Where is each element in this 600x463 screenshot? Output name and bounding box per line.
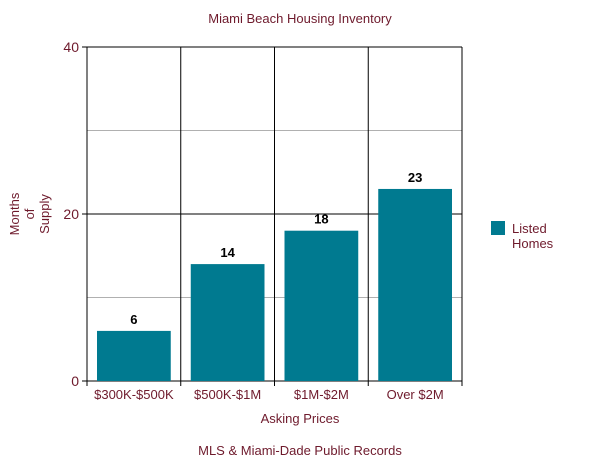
- bar: [190, 264, 265, 381]
- x-tick-label: Over $2M: [387, 387, 444, 402]
- chart-source: MLS & Miami-Dade Public Records: [198, 443, 402, 458]
- bar: [97, 330, 171, 381]
- x-tick-label: $500K-$1M: [194, 387, 261, 402]
- legend-swatch: [491, 221, 505, 235]
- data-label: 23: [408, 170, 422, 185]
- x-axis-label: Asking Prices: [261, 411, 340, 426]
- data-label: 14: [220, 245, 235, 260]
- y-tick-label: 20: [63, 206, 79, 222]
- y-tick-label: 0: [71, 373, 79, 389]
- bar: [284, 230, 359, 381]
- data-label: 6: [130, 312, 137, 327]
- data-label: 18: [314, 212, 328, 227]
- y-axis-label-line: of: [22, 208, 37, 219]
- legend: Listed Homes: [491, 221, 554, 251]
- legend-label: Listed: [512, 221, 547, 236]
- bar: [378, 188, 452, 381]
- x-tick-label: $300K-$500K: [94, 387, 174, 402]
- chart-title: Miami Beach Housing Inventory: [208, 11, 392, 26]
- y-axis-label-line: Supply: [37, 194, 52, 234]
- y-axis-label: Months of Supply: [7, 192, 52, 235]
- x-tick-label: $1M-$2M: [294, 387, 349, 402]
- bars: 6 14 18 23: [97, 170, 452, 381]
- y-axis-label-line: Months: [7, 192, 22, 235]
- y-tick-label: 40: [63, 39, 79, 55]
- axes: 0 20 40 $300K-$500K $500K-$1M $1M-$2M Over $2M: [63, 39, 443, 402]
- legend-label: Homes: [512, 236, 554, 251]
